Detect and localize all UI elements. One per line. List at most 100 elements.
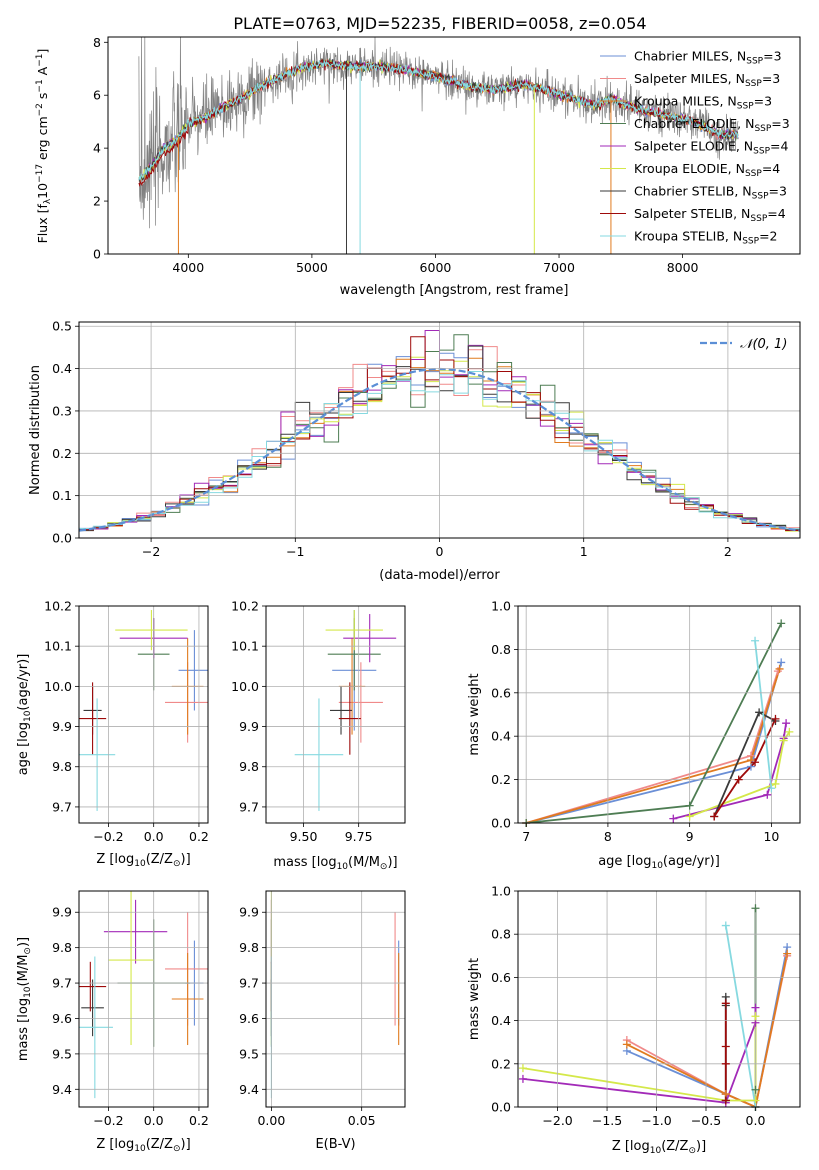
panel-age_vs_Z: −0.2 0.0 0.2 9.7 9.8 9.9 10.0 10.1 10.2 Z [log10(…: [16, 599, 209, 870]
x-tick-label: 8: [604, 829, 612, 844]
x-tick-label: 9: [686, 829, 694, 844]
y-tick-label: 0.1: [52, 488, 72, 503]
y-axis-label: mass weight: [467, 958, 482, 1040]
weight-marker: [622, 1040, 631, 1049]
y-tick-label: 0.4: [52, 361, 72, 376]
x-tick-label: −0.2: [93, 829, 123, 844]
y-tick-label: 9.9: [52, 905, 72, 920]
model-spectrum-8: [138, 59, 739, 181]
panel-residuals: −2 −1 0 1 2 0.0 0.1 0.2 0.3 0.4 0.5 (data-model)/er…: [28, 319, 801, 583]
weight-marker: [767, 784, 776, 793]
y-axis-label: age [log10(age/yr)]: [16, 654, 33, 776]
weight-marker: [779, 736, 788, 745]
y-tick-label: 9.5: [52, 1046, 72, 1061]
x-tick-label: 10: [763, 829, 779, 844]
y-tick-label: 0.5: [52, 319, 72, 334]
weight-line-0: [525, 662, 783, 823]
x-axis-label: wavelength [Angstrom, rest frame]: [340, 283, 569, 298]
weight-marker: [771, 714, 780, 723]
legend-label: Chabrier STELIB, NSSP=3: [634, 184, 787, 202]
weight-marker: [518, 1074, 527, 1083]
y-tick-label: 0.3: [52, 403, 72, 418]
y-tick-label: 0.2: [491, 772, 511, 787]
y-tick-label: 0.8: [491, 927, 511, 942]
legend-label: Salpeter MILES, NSSP=3: [634, 71, 780, 89]
weight-marker: [734, 775, 743, 784]
weight-marker: [771, 779, 780, 788]
y-tick-label: 10.1: [44, 639, 72, 654]
axes-frame: [78, 605, 209, 824]
y-tick-label: 0.2: [52, 446, 72, 461]
y-tick-label: 9.9: [239, 719, 259, 734]
model-spectrum-7: [138, 58, 739, 188]
weight-line-2: [525, 668, 781, 823]
x-axis-label: age [log10(age/yr)]: [598, 854, 720, 871]
y-tick-label: 0.4: [491, 729, 511, 744]
x-tick-label: 0.00: [257, 1113, 285, 1128]
axes-frame: [107, 36, 801, 255]
y-axis-label: Normed distribution: [28, 365, 43, 495]
weight-marker: [685, 801, 694, 810]
y-axis-label: mass weight: [467, 673, 482, 755]
axes-frame: [78, 890, 209, 1108]
plot-area-age_vs_mass: [294, 610, 397, 811]
x-tick-label: 9.75: [345, 829, 373, 844]
legend-label: Salpeter STELIB, NSSP=4: [634, 206, 786, 224]
legend-label: Kroupa STELIB, NSSP=2: [634, 229, 778, 247]
x-tick-label: 0.2: [189, 829, 209, 844]
x-axis-label: Z [log10(Z/Z⊙)]: [96, 1137, 190, 1154]
panel-weight_vs_age: 7 8 9 10 0.0 0.2 0.4 0.6 0.8 1.0 age [log10(age/yr…: [467, 599, 801, 871]
weight-marker: [751, 1012, 760, 1021]
weight-marker: [669, 814, 678, 823]
weight-marker: [751, 1085, 760, 1094]
y-tick-label: 1.0: [491, 884, 511, 899]
plot-area-mass_vs_Z: [79, 891, 208, 1099]
weight-marker: [783, 949, 792, 958]
x-tick-label: 0: [436, 544, 444, 559]
weight-line-8: [724, 925, 757, 1107]
weight-marker: [751, 1003, 760, 1012]
axes-frame: [517, 890, 801, 1108]
legend-label: Kroupa ELODIE, NSSP=4: [634, 161, 780, 179]
x-tick-label: 2: [724, 544, 732, 559]
y-tick-label: 10.2: [44, 599, 72, 614]
y-tick-label: 0.6: [491, 970, 511, 985]
x-axis-label: Z [log10(Z/Z⊙)]: [612, 1139, 706, 1156]
weight-marker: [777, 658, 786, 667]
weight-marker: [782, 719, 791, 728]
weight-marker: [777, 619, 786, 628]
weight-marker: [785, 727, 794, 736]
panel-mass_vs_Z: −0.2 0.0 0.2 9.4 9.5 9.6 9.7 9.8 9.9 Z [log10(Z/Z…: [16, 890, 209, 1154]
weight-marker: [751, 636, 760, 645]
legend-label: Chabrier MILES, NSSP=3: [634, 49, 782, 67]
weight-line-1: [525, 670, 779, 823]
weight-marker: [763, 790, 772, 799]
y-tick-label: 0.8: [491, 642, 511, 657]
x-tick-label: −1.0: [641, 1113, 671, 1128]
figure-title: PLATE=0763, MJD=52235, FIBERID=0058, z=0…: [233, 14, 646, 33]
y-tick-label: 10.1: [231, 639, 259, 654]
weight-marker: [721, 999, 730, 1008]
y-tick-label: 9.4: [52, 1082, 72, 1097]
y-tick-label: 6: [93, 88, 101, 103]
y-tick-label: 10.0: [44, 679, 72, 694]
y-tick-label: 9.8: [239, 940, 259, 955]
weight-marker: [751, 758, 760, 767]
x-tick-label: 7: [522, 829, 530, 844]
legend-label: 𝒩(0, 1): [740, 337, 787, 352]
panel-mass_vs_EBV: 0.00 0.05 9.4 9.5 9.6 9.7 9.8 9.9 E(B-V): [239, 890, 406, 1152]
y-tick-label: 0: [93, 247, 101, 262]
y-tick-label: 2: [93, 194, 101, 209]
axes-frame: [265, 605, 406, 824]
x-tick-label: 4000: [172, 260, 204, 275]
x-tick-label: −1: [286, 544, 304, 559]
x-tick-label: 9.50: [290, 829, 318, 844]
axes-frame: [517, 605, 801, 824]
y-tick-label: 0.0: [52, 531, 72, 546]
x-tick-label: 7000: [543, 260, 575, 275]
y-tick-label: 0.0: [491, 816, 511, 831]
x-tick-label: 0.0: [746, 1113, 766, 1128]
x-tick-label: −2.0: [542, 1113, 572, 1128]
y-tick-label: 9.4: [239, 1082, 259, 1097]
weight-marker: [721, 1042, 730, 1051]
